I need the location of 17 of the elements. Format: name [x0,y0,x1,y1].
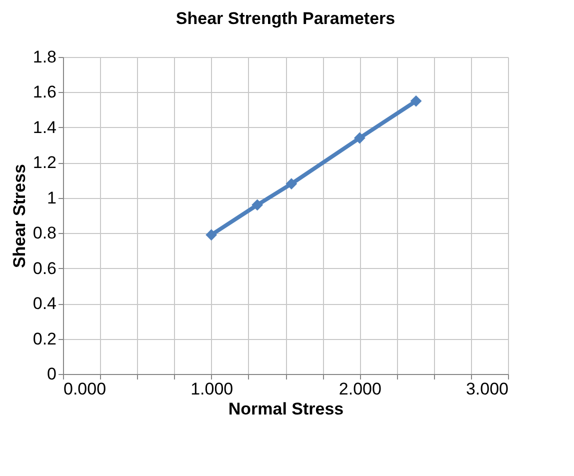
x-tick-label: 3.000 [466,380,508,398]
chart-title: Shear Strength Parameters [176,9,396,28]
y-tick-label: 0.4 [32,294,56,314]
y-tick-label: 0.2 [32,329,56,348]
y-tick-label: 1.4 [32,118,56,137]
y-tick-label: 0.6 [32,258,56,278]
y-tick-label: 0 [47,364,56,384]
y-tick-label: 0.8 [32,224,56,243]
x-tick-label: 2.000 [338,380,382,398]
y-tick-label: 1 [47,188,56,208]
y-tick-label: 1.8 [32,48,56,66]
y-axis-title: Shear Stress [10,164,29,268]
x-axis-title: Normal Stress [228,400,344,418]
x-tick-label: 0.000 [64,380,106,398]
x-tick-label: 1.000 [190,380,234,398]
y-tick-label: 1.2 [32,153,56,172]
y-tick-label: 1.6 [32,82,56,102]
